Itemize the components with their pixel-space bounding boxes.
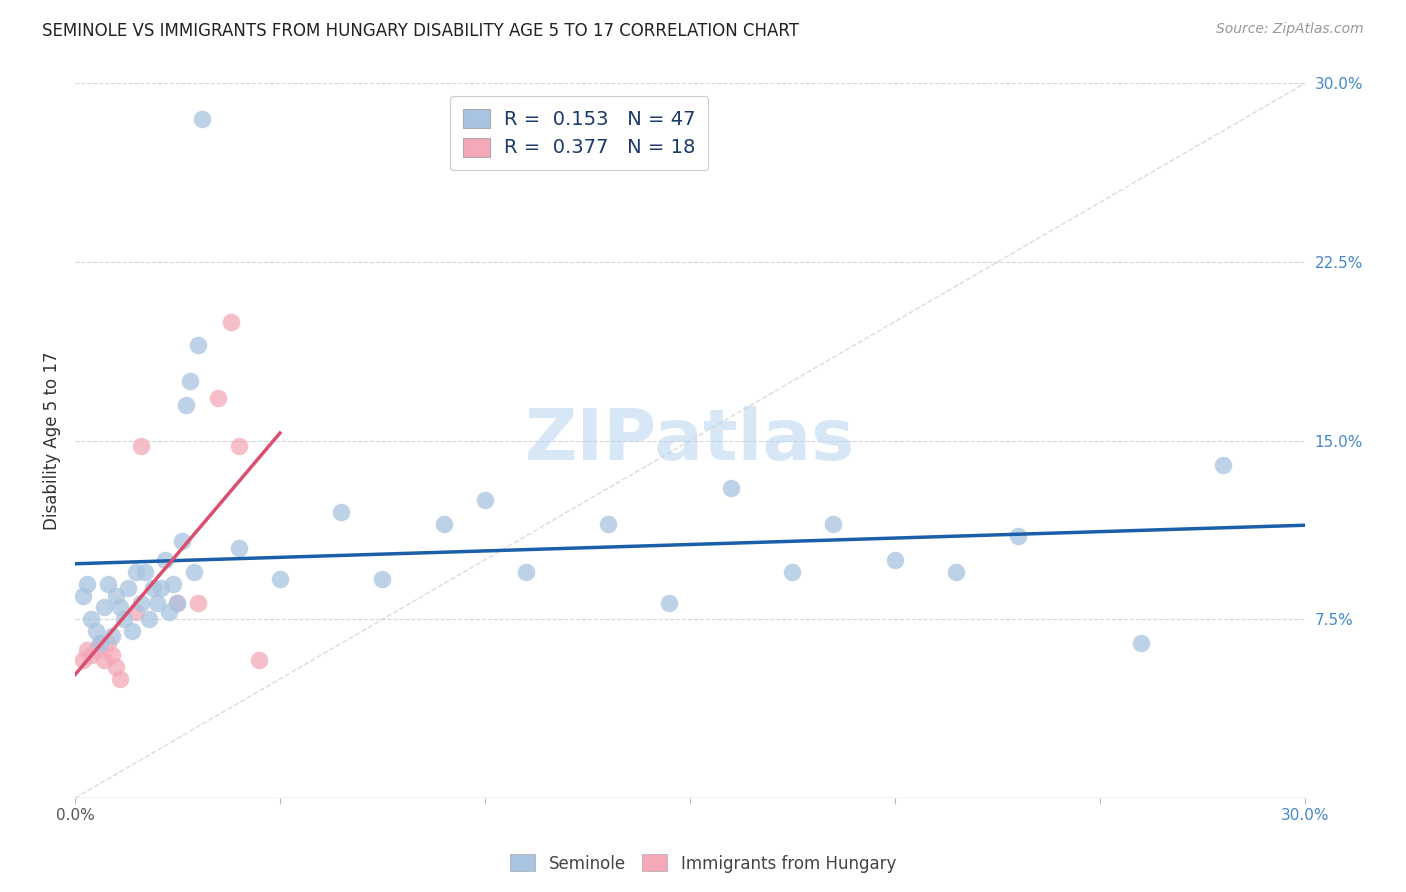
Point — [72, 653, 94, 667]
Point — [183, 565, 205, 579]
Point — [72, 589, 94, 603]
Point — [1007, 529, 1029, 543]
Point — [515, 565, 537, 579]
Point — [179, 374, 201, 388]
Point — [191, 112, 214, 127]
Text: ZIPatlas: ZIPatlas — [524, 406, 855, 475]
Point — [269, 572, 291, 586]
Point — [84, 643, 107, 657]
Point — [80, 612, 103, 626]
Point — [112, 612, 135, 626]
Point — [117, 582, 139, 596]
Point — [129, 596, 152, 610]
Point — [207, 391, 229, 405]
Point — [76, 576, 98, 591]
Point — [174, 398, 197, 412]
Point — [883, 553, 905, 567]
Point — [249, 653, 271, 667]
Point — [720, 482, 742, 496]
Point — [129, 438, 152, 452]
Point — [142, 582, 165, 596]
Point — [823, 517, 845, 532]
Point — [121, 624, 143, 639]
Point — [157, 605, 180, 619]
Point — [93, 653, 115, 667]
Point — [187, 596, 209, 610]
Point — [105, 660, 128, 674]
Point — [658, 596, 681, 610]
Point — [945, 565, 967, 579]
Point — [166, 596, 188, 610]
Point — [101, 629, 124, 643]
Point — [170, 533, 193, 548]
Point — [166, 596, 188, 610]
Point — [330, 505, 353, 519]
Point — [596, 517, 619, 532]
Point — [474, 493, 496, 508]
Point — [187, 338, 209, 352]
Point — [108, 600, 131, 615]
Point — [782, 565, 804, 579]
Point — [1212, 458, 1234, 472]
Text: SEMINOLE VS IMMIGRANTS FROM HUNGARY DISABILITY AGE 5 TO 17 CORRELATION CHART: SEMINOLE VS IMMIGRANTS FROM HUNGARY DISA… — [42, 22, 799, 40]
Point — [125, 565, 148, 579]
Point — [146, 596, 169, 610]
Point — [150, 582, 173, 596]
Point — [162, 576, 184, 591]
Point — [97, 576, 120, 591]
Point — [80, 648, 103, 662]
Point — [1129, 636, 1152, 650]
Point — [89, 636, 111, 650]
Point — [76, 643, 98, 657]
Text: Source: ZipAtlas.com: Source: ZipAtlas.com — [1216, 22, 1364, 37]
Y-axis label: Disability Age 5 to 17: Disability Age 5 to 17 — [44, 351, 60, 530]
Legend: Seminole, Immigrants from Hungary: Seminole, Immigrants from Hungary — [503, 847, 903, 880]
Point — [153, 553, 176, 567]
Point — [433, 517, 456, 532]
Point — [101, 648, 124, 662]
Point — [93, 600, 115, 615]
Point — [105, 589, 128, 603]
Point — [89, 636, 111, 650]
Point — [97, 636, 120, 650]
Point — [134, 565, 156, 579]
Point — [84, 624, 107, 639]
Point — [125, 605, 148, 619]
Point — [108, 672, 131, 686]
Legend: R =  0.153   N = 47, R =  0.377   N = 18: R = 0.153 N = 47, R = 0.377 N = 18 — [450, 96, 709, 170]
Point — [228, 438, 250, 452]
Point — [228, 541, 250, 555]
Point — [219, 315, 242, 329]
Point — [138, 612, 160, 626]
Point — [371, 572, 394, 586]
